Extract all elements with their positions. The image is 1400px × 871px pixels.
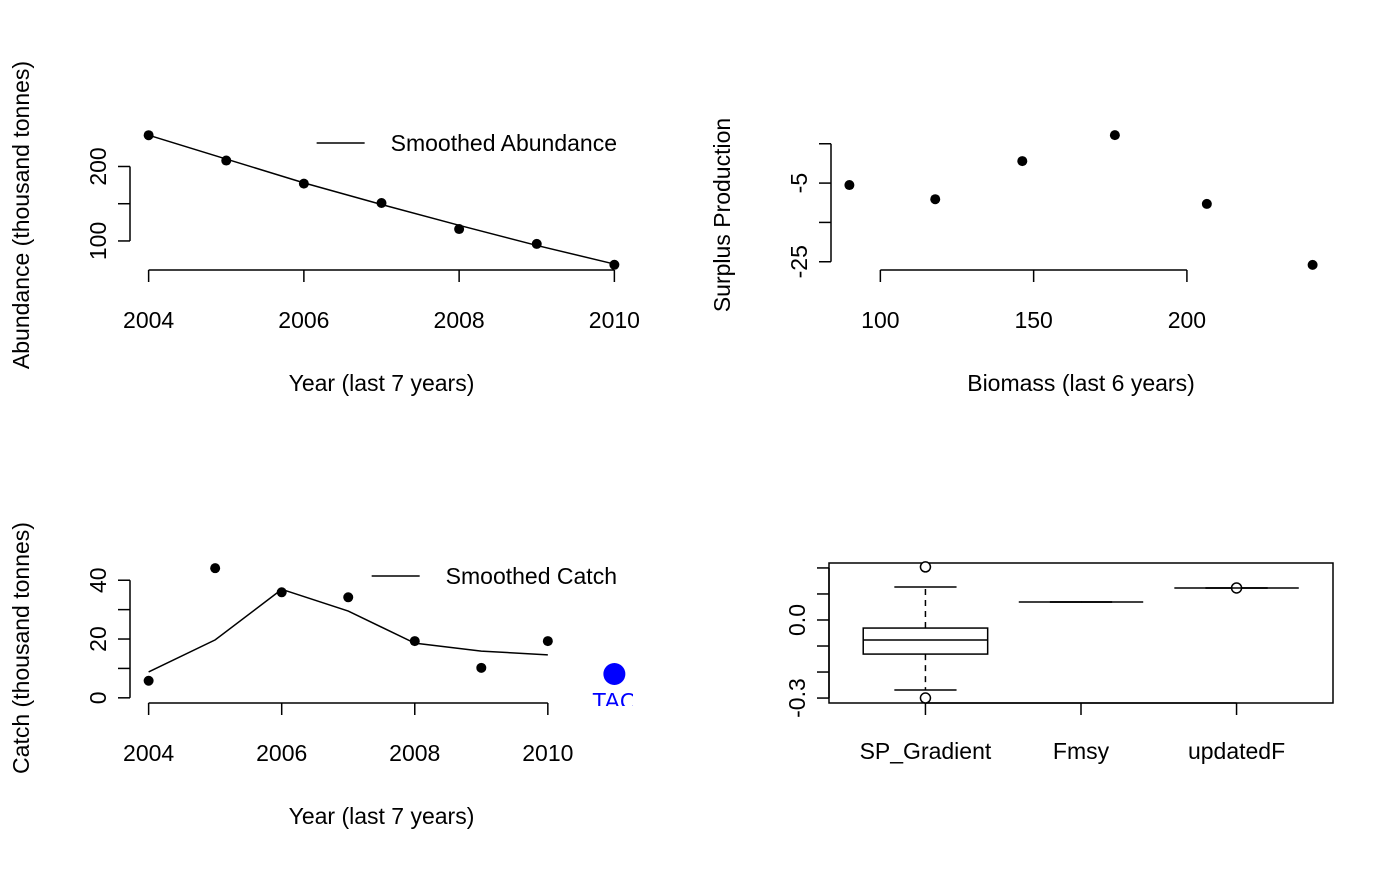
x-tick-label: 2004 xyxy=(123,307,174,333)
outlier xyxy=(919,692,932,704)
x-tick-label: 2010 xyxy=(522,740,573,766)
y-tick-label: -0.3 xyxy=(784,678,810,718)
x-tick-label: updatedF xyxy=(1188,738,1285,764)
point xyxy=(1109,130,1120,141)
x-tick-label: 150 xyxy=(1014,307,1052,333)
legend-label: Smoothed Abundance xyxy=(391,130,617,156)
tac-label: TAC xyxy=(592,688,636,714)
x-tick-label: 100 xyxy=(861,307,899,333)
point xyxy=(1201,198,1212,209)
x-tick-label: 2008 xyxy=(389,740,440,766)
point xyxy=(930,194,941,205)
x-tick-label: 2010 xyxy=(589,307,640,333)
smoothed-line xyxy=(148,134,615,265)
y-tick-label: 200 xyxy=(85,147,111,185)
x-tick-label: 200 xyxy=(1168,307,1206,333)
legend-label: Smoothed Catch xyxy=(446,563,617,589)
point xyxy=(609,259,620,270)
y-tick-label: 0.0 xyxy=(784,604,810,636)
x-axis-title: Year (last 7 years) xyxy=(289,803,475,829)
y-tick-label: 20 xyxy=(85,626,111,652)
box xyxy=(862,627,989,655)
x-tick-label: 2006 xyxy=(278,307,329,333)
point xyxy=(476,662,487,673)
point xyxy=(542,636,553,647)
x-tick-label: 2004 xyxy=(123,740,174,766)
y-tick-label: 0 xyxy=(85,691,111,704)
x-axis-title: Biomass (last 6 years) xyxy=(967,370,1195,396)
y-tick-label: 40 xyxy=(85,567,111,593)
y-tick-label: -5 xyxy=(786,173,812,193)
y-axis-title: Abundance (thousand tonnes) xyxy=(8,61,34,369)
x-axis-title: Year (last 7 years) xyxy=(289,370,475,396)
y-tick-label: -25 xyxy=(786,245,812,278)
x-tick-label: Fmsy xyxy=(1053,738,1110,764)
point xyxy=(210,563,221,574)
outlier xyxy=(919,561,932,573)
tac-point xyxy=(603,663,626,686)
y-axis-title: Catch (thousand tonnes) xyxy=(8,522,34,774)
point xyxy=(1307,259,1318,270)
smoothed-line xyxy=(148,588,548,673)
y-tick-label: 100 xyxy=(85,222,111,260)
x-tick-label: SP_Gradient xyxy=(860,738,992,764)
y-axis-title: Surplus Production xyxy=(709,118,735,312)
point xyxy=(844,180,855,191)
point xyxy=(143,675,154,686)
point xyxy=(343,592,354,603)
x-tick-label: 2008 xyxy=(434,307,485,333)
x-tick-label: 2006 xyxy=(256,740,307,766)
point xyxy=(1017,156,1028,167)
